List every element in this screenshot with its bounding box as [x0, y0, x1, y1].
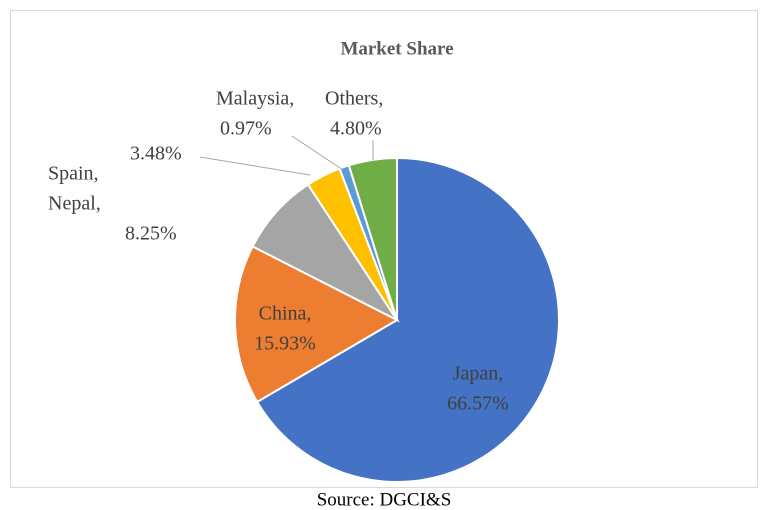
source: Source: DGCI&S	[317, 489, 452, 510]
data-label-value: 8.25%	[125, 223, 177, 245]
data-label-name: Others,	[325, 88, 383, 110]
data-label-value: 15.93%	[254, 333, 316, 355]
data-label-value: 4.80%	[330, 118, 382, 140]
data-label-name: China,	[259, 303, 312, 325]
data-label-name: Malaysia,	[216, 88, 294, 110]
chart-title: Market Share	[340, 38, 453, 59]
pie-slice	[255, 156, 560, 483]
data-label-name: Japan,	[453, 363, 504, 385]
leader-line	[199, 156, 311, 176]
leader-line	[291, 135, 344, 171]
data-label-name: Spain,	[48, 163, 99, 185]
data-label-value: 0.97%	[220, 118, 272, 140]
pie-slice	[234, 245, 400, 404]
data-label-name: Nepal,	[48, 193, 101, 215]
data-label-value: 66.57%	[447, 393, 509, 415]
data-label-value: 3.48%	[130, 143, 182, 165]
